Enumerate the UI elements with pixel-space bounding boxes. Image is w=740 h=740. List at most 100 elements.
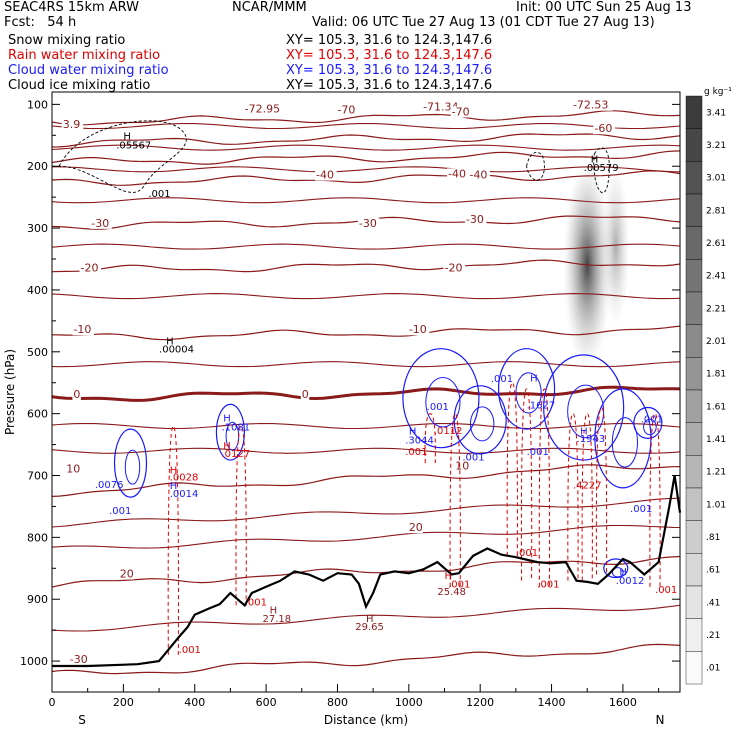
temp-label-bg [315, 169, 337, 181]
colorbar-label: 2.81 [706, 206, 726, 216]
colorbar-label: .81 [706, 533, 720, 543]
cloud-water-contour-inner [567, 384, 605, 439]
temp-label-bg [79, 262, 102, 274]
temp-label-bg [68, 653, 91, 665]
x-tick-label: 800 [327, 696, 348, 709]
temp-label-bg [454, 460, 470, 472]
isotherm--40 [51, 170, 681, 186]
extremum-label: .001 [245, 597, 267, 608]
extremum-label: .1627 [527, 401, 556, 412]
cloud-water-contour [453, 385, 507, 455]
extremum-label: H [170, 466, 178, 477]
extremum-label: .001 [630, 504, 652, 515]
isotherm-0 [51, 385, 681, 402]
isotherm-minor-135 [51, 122, 681, 130]
isotherm-20 [51, 555, 681, 588]
temp-label: -10 [409, 323, 427, 336]
x-tick-label: 1000 [395, 696, 423, 709]
temp-label-bg [468, 169, 490, 181]
extremum-label: .00004 [159, 344, 194, 355]
cloud-water-contour-inner [515, 372, 542, 414]
extremum-label: H [166, 336, 174, 347]
colorbar-swatch [685, 455, 703, 489]
legend-cloud-ice: Cloud ice mixing ratio [8, 78, 151, 93]
x-axis-label: Distance (km) [324, 713, 408, 727]
y-tick-label: 200 [27, 160, 48, 173]
temp-label: -30 [70, 653, 88, 666]
isotherm--50 [51, 150, 681, 165]
legend-rain: Rain water mixing ratio [8, 48, 161, 63]
rain-water-contour [538, 388, 551, 587]
temp-label: 20 [409, 521, 423, 534]
isotherm-30 [51, 643, 681, 675]
temp-label: -10 [73, 323, 91, 336]
isotherm--10 [51, 325, 681, 341]
temp-label: -40 [448, 167, 466, 180]
legend-snow: Snow mixing ratio [8, 33, 126, 48]
x-tick-label: 1400 [538, 696, 566, 709]
cloud-water-contour-inner [643, 418, 657, 436]
temp-label-bg [65, 463, 81, 475]
colorbar-swatch [685, 585, 703, 619]
extremum-label: .001 [655, 585, 677, 596]
colorbar-swatch [685, 324, 703, 358]
temp-label: -60 [594, 122, 612, 135]
colorbar-label: 3.01 [706, 174, 726, 184]
isotherm--20 [51, 259, 681, 273]
colorbar-swatch [685, 95, 703, 129]
temp-label-bg [72, 389, 81, 401]
extremum-label: H [223, 441, 231, 452]
extremum-label: H [270, 605, 278, 616]
cloud-water-contour [215, 403, 246, 461]
y-tick-label: 600 [27, 408, 48, 421]
temp-label-bg [72, 324, 94, 336]
temp-label: -72.53 [573, 99, 608, 112]
isotherm-minor-330 [51, 243, 681, 250]
temp-label: 20 [120, 568, 134, 581]
xy-cloud-ice: XY= 105.3, 31.6 to 124.3,147.6 [286, 78, 493, 93]
temp-label: -30 [359, 217, 377, 230]
rain-water-contour [520, 388, 533, 581]
y-tick-label: 1000 [20, 655, 48, 668]
snow-contour [526, 151, 545, 181]
temp-label: 10 [66, 462, 80, 475]
extremum-label: H [619, 567, 627, 578]
temp-label-bg [336, 104, 358, 116]
cloud-water-contour-inner [124, 449, 141, 485]
colorbar-label: 2.61 [706, 239, 726, 249]
extremum-label: H [445, 571, 453, 582]
colorbar-swatch [685, 161, 703, 195]
isotherm-minor-620 [51, 422, 681, 430]
end-label-left: S [78, 713, 86, 727]
colorbar-swatch [685, 226, 703, 260]
cloud-water-contour-inner [469, 406, 495, 442]
x-tick-label: 200 [113, 696, 134, 709]
colorbar-label: .21 [706, 631, 720, 641]
temp-label-bg [118, 568, 134, 580]
isotherm-minor-930 [51, 604, 681, 632]
extremum-label: .00579 [584, 163, 619, 174]
isotherm-minor-660 [51, 447, 681, 454]
header-fcst: Fcst: 54 h [4, 15, 77, 30]
extremum-label: .001 [448, 579, 470, 590]
temp-label-bg [357, 217, 380, 229]
y-axis-label: Pressure (hPa) [3, 349, 17, 435]
extremum-label: .0127 [221, 449, 250, 460]
cloud-water-contour [113, 428, 148, 498]
cloud-water-contour [402, 348, 480, 449]
temp-label-bg [422, 101, 464, 113]
colorbar-label: 1.81 [706, 370, 726, 380]
extremum-label: .05567 [116, 140, 151, 151]
temp-label: -72.95 [245, 102, 280, 115]
rain-water-contour [235, 425, 247, 606]
colorbar-swatch [685, 389, 703, 423]
temp-label-bg [300, 389, 310, 401]
rain-water-contour [595, 406, 608, 575]
temp-label-bg [571, 99, 613, 111]
temp-label: 3.9 [63, 118, 81, 131]
extremum-label: H [123, 132, 131, 143]
temp-label: -20 [81, 261, 99, 274]
extremum-label: .1943 [577, 434, 606, 445]
extremum-label: H [409, 427, 417, 438]
rain-water-contour [581, 413, 593, 581]
